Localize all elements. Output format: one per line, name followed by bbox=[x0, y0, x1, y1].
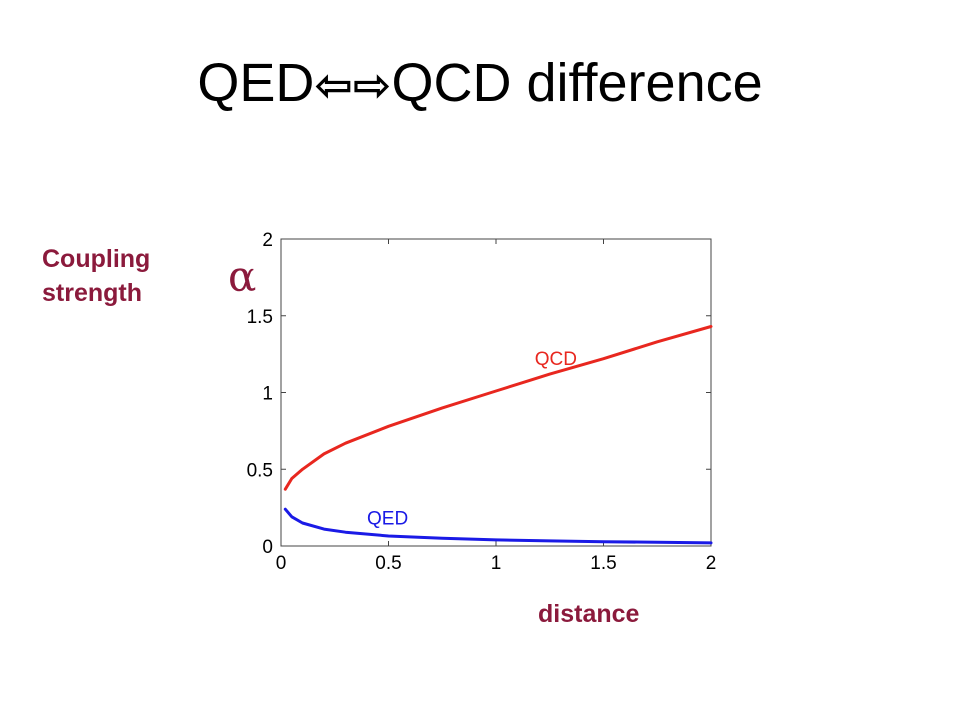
x-tick-label: 0 bbox=[276, 553, 287, 574]
x-tick-label: 0.5 bbox=[375, 553, 401, 574]
double-arrow-icon: ⇦⇨ bbox=[314, 58, 392, 112]
alpha-symbol: α bbox=[228, 252, 257, 301]
title-left: QED bbox=[197, 53, 315, 113]
coupling-strength-label: Coupling strength bbox=[42, 245, 151, 307]
x-tick-label: 2 bbox=[706, 553, 717, 574]
slide-title: QED⇦⇨QCD difference bbox=[0, 52, 960, 114]
series-labels: QCD QED bbox=[367, 349, 577, 530]
series-lines bbox=[283, 325, 713, 545]
y-tick-label: 0.5 bbox=[247, 460, 273, 481]
x-tick-label: 1 bbox=[491, 553, 502, 574]
y-tick-label: 0 bbox=[262, 537, 273, 558]
series-label-qed: QED bbox=[367, 509, 408, 530]
y-tick-label: 1 bbox=[262, 384, 273, 405]
y-tick-label: 2 bbox=[262, 230, 273, 251]
series-line-qed bbox=[283, 507, 713, 545]
y-tick-label: 1.5 bbox=[247, 307, 273, 328]
x-tick-label: 1.5 bbox=[590, 553, 616, 574]
distance-label: distance bbox=[538, 600, 640, 628]
title-right: QCD difference bbox=[391, 53, 763, 113]
series-label-qcd: QCD bbox=[535, 349, 577, 370]
series-line-qcd bbox=[283, 325, 713, 491]
axis-ticks: 0 0.5 1 1.5 2 0 0.5 1 1.5 2 bbox=[247, 230, 717, 574]
